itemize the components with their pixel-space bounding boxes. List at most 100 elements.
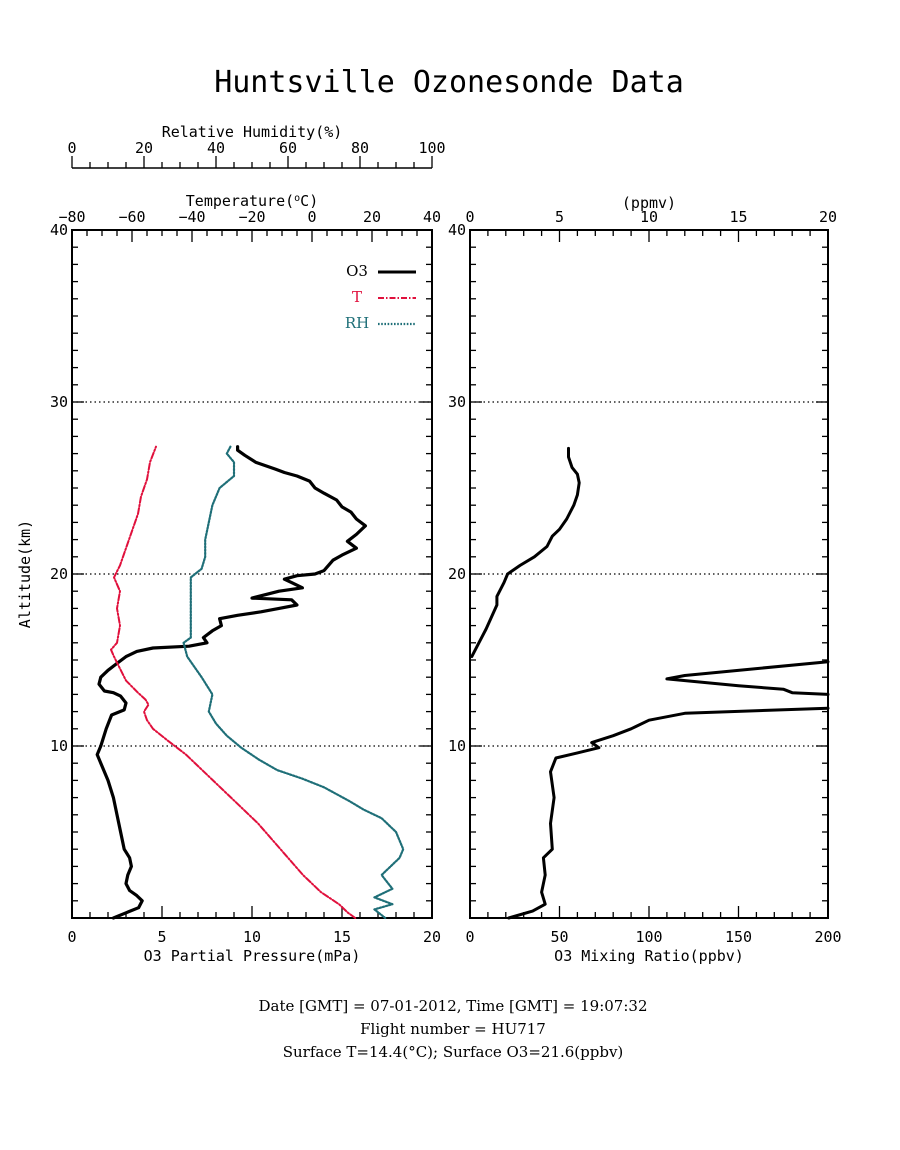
right-xlabel-top: (ppmv) bbox=[622, 194, 676, 212]
series-o3-line-point bbox=[152, 647, 154, 649]
left-temp-xtick-label: −20 bbox=[238, 208, 265, 226]
series-o3-line-point bbox=[237, 615, 239, 617]
series-o3-line-point bbox=[341, 554, 343, 556]
right-bottom-xtick-label: 200 bbox=[814, 928, 841, 946]
series-o3-line-point bbox=[206, 642, 208, 644]
right-bottom-xtick-label: 0 bbox=[465, 928, 474, 946]
series-o3-line-point bbox=[116, 814, 118, 816]
series-o3-mixing-lower-point bbox=[544, 874, 546, 876]
series-o3-mixing-upper-ppmv-point bbox=[503, 582, 505, 584]
left-bottom-xtick-label: 0 bbox=[67, 928, 76, 946]
series-o3-mixing-upper-ppmv-point bbox=[534, 556, 536, 558]
series-rh-line-point bbox=[226, 735, 228, 737]
series-rh-line-point bbox=[276, 769, 278, 771]
series-o3-mixing-lower-point bbox=[827, 707, 829, 709]
series-o3-line-point bbox=[111, 714, 113, 716]
series-o3-mixing-upper-ppmv-point bbox=[519, 565, 521, 567]
series-rh-line-point bbox=[212, 694, 214, 696]
series-o3-line-point bbox=[255, 461, 257, 463]
series-t-line-point bbox=[131, 530, 133, 532]
right-plot-frame bbox=[469, 229, 829, 919]
series-t-line-point bbox=[119, 590, 121, 592]
series-o3-line-point bbox=[125, 702, 127, 704]
series-o3-line-point bbox=[107, 670, 109, 672]
series-o3-mixing-upper-ppmv-point bbox=[491, 616, 493, 618]
left-ytick-label: 10 bbox=[50, 737, 68, 755]
series-o3-mixing-upper-ppmv-point bbox=[546, 546, 548, 548]
series-t-line-point bbox=[119, 668, 121, 670]
left-ylabel: Altitude(km) bbox=[16, 520, 34, 628]
series-t-line-point bbox=[155, 446, 157, 448]
series-o3-line-point bbox=[332, 559, 334, 561]
footer-flight-line: Flight number = HU717 bbox=[360, 1020, 546, 1038]
series-rh-line-point bbox=[212, 504, 214, 506]
series-o3-line-point bbox=[125, 912, 127, 914]
series-rh-line-point bbox=[204, 539, 206, 541]
series-o3-line-point bbox=[296, 604, 298, 606]
series-o3-line-point bbox=[323, 492, 325, 494]
series-t-line-point bbox=[116, 642, 118, 644]
right-bottom-xtick-label: 50 bbox=[550, 928, 568, 946]
series-o3-mixing-spike-point bbox=[666, 678, 668, 680]
series-rh-line-point bbox=[190, 608, 192, 610]
chart-title: Huntsville Ozonesonde Data bbox=[214, 65, 684, 100]
series-rh-line-point bbox=[201, 568, 203, 570]
series-rh-line-point bbox=[363, 809, 365, 811]
series-t-line-point bbox=[347, 912, 349, 914]
series-o3-mixing-upper-ppmv-point bbox=[573, 504, 575, 506]
left-temp-xtick-label: −60 bbox=[118, 208, 145, 226]
right-bottom-xtick-label: 150 bbox=[725, 928, 752, 946]
left-ytick-label: 20 bbox=[50, 565, 68, 583]
series-rh-line-point bbox=[392, 903, 394, 905]
series-o3-line-point bbox=[136, 651, 138, 653]
series-o3-mixing-lower-point bbox=[648, 719, 650, 721]
series-t-line-point bbox=[148, 704, 150, 706]
series-o3-mixing-upper-ppmv-point bbox=[485, 628, 487, 630]
series-o3-line-point bbox=[212, 630, 214, 632]
series-rh-line-point bbox=[374, 897, 376, 899]
series-t-line-point bbox=[203, 771, 205, 773]
series-rh-line-point bbox=[240, 747, 242, 749]
series-o3-line-point bbox=[291, 599, 293, 601]
series-o3-line bbox=[95, 445, 367, 920]
series-o3-line-point bbox=[138, 907, 140, 909]
series-t-line-point bbox=[137, 692, 139, 694]
left-xlabel-temperature: Temperature(oC) bbox=[186, 192, 318, 210]
series-o3-mixing-lower-point bbox=[544, 903, 546, 905]
series-t-line-point bbox=[167, 740, 169, 742]
series-o3-mixing-upper-ppmv-point bbox=[577, 494, 579, 496]
series-o3-mixing-lower-point bbox=[630, 728, 632, 730]
series-o3-line-point bbox=[278, 590, 280, 592]
series-o3-line-point bbox=[350, 511, 352, 513]
series-t-line-point bbox=[152, 728, 154, 730]
series-rh-line-point bbox=[381, 874, 383, 876]
left-rh-xtick-label: 0 bbox=[67, 139, 76, 157]
series-rh-line-point bbox=[190, 577, 192, 579]
series-o3-mixing-lower-point bbox=[577, 752, 579, 754]
series-t-line-point bbox=[149, 461, 151, 463]
series-rh-line-point bbox=[302, 778, 304, 780]
series-o3-line-point bbox=[302, 587, 304, 589]
series-rh-line-point bbox=[395, 831, 397, 833]
right-ytick-label: 40 bbox=[448, 221, 466, 239]
left-rh-xtick-label: 100 bbox=[418, 139, 445, 157]
series-o3-line-point bbox=[291, 582, 293, 584]
series-t-line-point bbox=[302, 874, 304, 876]
series-o3-line-point bbox=[284, 578, 286, 580]
series-t-line-point bbox=[272, 840, 274, 842]
series-rh-line-point bbox=[208, 711, 210, 713]
legend-label-t: T bbox=[352, 288, 362, 306]
series-o3-mixing-lower-point bbox=[552, 848, 554, 850]
series-rh-line-point bbox=[226, 453, 228, 455]
series-o3-mixing-upper-ppmv-point bbox=[578, 482, 580, 484]
left-bottom-xtick-label: 20 bbox=[423, 928, 441, 946]
series-t-line-point bbox=[113, 656, 115, 658]
left-xlabel-rh: Relative Humidity(%) bbox=[162, 123, 343, 141]
series-o3-line-point bbox=[356, 547, 358, 549]
right-top-xtick-label: 20 bbox=[819, 208, 837, 226]
series-o3-line-point bbox=[120, 695, 122, 697]
series-o3-line-point bbox=[107, 780, 109, 782]
left-bottom-xtick-label: 5 bbox=[157, 928, 166, 946]
series-o3-mixing-spike-point bbox=[783, 688, 785, 690]
left-temp-xtick-label: −80 bbox=[58, 208, 85, 226]
